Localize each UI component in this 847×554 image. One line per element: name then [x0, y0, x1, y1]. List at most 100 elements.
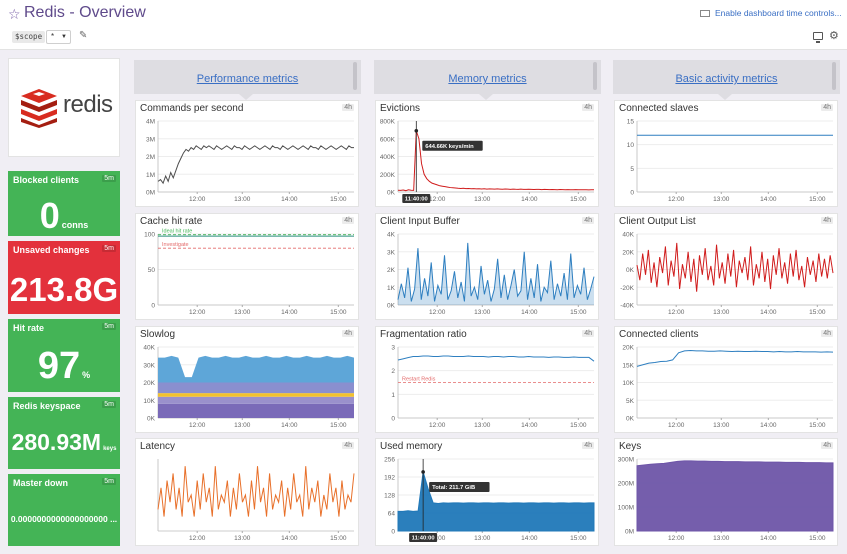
scope-select[interactable]: * ▼: [46, 30, 71, 44]
stat-blocked-clients[interactable]: Blocked clients 5m 0 conns: [8, 171, 120, 236]
y-tick-label: 0M: [146, 190, 155, 197]
chart-svg: 4M 3M 2M 1M 0M 12:00 13:00 14:00 15:00: [146, 119, 354, 203]
dashboard-header: ☆ Redis - Overview Enable dashboard time…: [0, 0, 847, 50]
widget-used-memory[interactable]: Used memory 4h 256 192 128 64 0 12:00 13:00 14:…: [375, 438, 599, 546]
y-tick-label: 10: [627, 142, 635, 149]
section-note-performance: Performance metrics: [134, 60, 361, 100]
x-tick-label: 15:00: [330, 422, 347, 429]
widget-title: Slowlog: [140, 329, 176, 340]
y-tick-label: 20K: [143, 380, 155, 387]
x-tick-label: 13:00: [234, 535, 251, 542]
section-link-activity[interactable]: Basic activity metrics: [675, 73, 778, 85]
y-tick-label: 1: [391, 392, 395, 399]
widget-connected-clients[interactable]: Connected clients 4h 20K 15K 10K 5K 0K 12:00 1…: [614, 326, 838, 433]
chart-svg: 300M 200M 100M 0M 12:00 13:00 14:00 15:00: [618, 457, 834, 542]
y-tick-label: 0K: [387, 190, 396, 197]
x-tick-label: 15:00: [570, 422, 587, 429]
stack-band: [158, 355, 354, 383]
favorite-star-icon[interactable]: ☆: [8, 6, 21, 22]
stat-value: 97%: [37, 345, 91, 387]
series-line: [397, 130, 595, 192]
stat-master-down[interactable]: Master down 5m 0.0000000000000000000 ...: [8, 474, 120, 546]
widget-client-output-list[interactable]: Client Output List 4h 40K 20K 0K -20K -40K 12…: [614, 213, 838, 320]
stat-redis-keyspace[interactable]: Redis keyspace 5m 280.93M keys: [8, 397, 120, 469]
tooltip-box: [429, 481, 490, 492]
time-flag-label: 11:40:00: [412, 536, 435, 542]
stat-unsaved-changes[interactable]: Unsaved changes 5m 213.8G: [8, 241, 120, 314]
widget-cache-hit-rate[interactable]: Cache hit rate 4h 100 50 0 12:00 13:00 14:00 1…: [135, 213, 359, 320]
stack-band: [158, 393, 354, 397]
threshold-label: Restart Redis: [402, 377, 436, 383]
edit-pencil-icon[interactable]: ✎: [79, 30, 88, 41]
stat-value: 0.0000000000000000000 ...: [10, 514, 118, 524]
x-tick-label: 14:00: [521, 309, 538, 316]
y-tick-label: 2K: [387, 267, 396, 274]
x-tick-label: 12:00: [189, 309, 206, 316]
widget-timeframe-badge: 4h: [582, 104, 594, 111]
y-tick-label: 0M: [625, 529, 634, 536]
widget-timeframe-badge: 4h: [342, 330, 354, 337]
settings-gear-icon[interactable]: ⚙: [829, 30, 839, 42]
x-tick-label: 12:00: [189, 535, 206, 542]
y-tick-label: 2: [391, 368, 395, 375]
y-tick-label: 4M: [146, 119, 155, 126]
widget-commands-per-second[interactable]: Commands per second 4h 4M 3M 2M 1M 0M 12:00 13…: [135, 100, 359, 207]
x-tick-label: 13:00: [474, 309, 491, 316]
widget-title: Used memory: [380, 441, 443, 452]
stat-timeframe-badge: 5m: [102, 245, 116, 252]
section-link-performance[interactable]: Performance metrics: [196, 73, 299, 85]
x-tick-label: 12:00: [429, 309, 446, 316]
stat-timeframe-badge: 5m: [102, 175, 116, 182]
y-tick-label: 600K: [380, 136, 396, 143]
y-tick-label: 0: [391, 416, 395, 423]
y-tick-label: 300M: [618, 457, 634, 464]
widget-slowlog[interactable]: Slowlog 4h 40K 30K 20K 10K 0K 12:00 13:00 14:00…: [135, 326, 359, 433]
section-link-memory[interactable]: Memory metrics: [448, 73, 527, 85]
time-controls-link[interactable]: Enable dashboard time controls...: [715, 8, 842, 18]
series-line: [636, 350, 834, 367]
y-tick-label: 0: [151, 303, 155, 310]
x-tick-label: 15:00: [809, 196, 826, 203]
widget-title: Client Output List: [619, 216, 696, 227]
widget-title: Client Input Buffer: [380, 216, 460, 227]
tooltip-box: [422, 140, 483, 151]
widget-keys[interactable]: Keys 4h 300M 200M 100M 0M 12:00 13:00 14:00 15:…: [614, 438, 838, 546]
x-tick-label: 14:00: [521, 422, 538, 429]
widget-evictions[interactable]: Evictions 4h 800K 600K 400K 200K 0K 12:00 13:0…: [375, 100, 599, 207]
stat-timeframe-badge: 5m: [102, 401, 116, 408]
x-tick-label: 14:00: [281, 422, 298, 429]
scrollbar[interactable]: [832, 62, 836, 90]
widget-title: Fragmentation ratio: [380, 329, 467, 340]
stack-band: [158, 396, 354, 404]
widget-title: Connected slaves: [619, 103, 699, 114]
y-tick-label: 0K: [387, 303, 396, 310]
stat-timeframe-badge: 5m: [102, 478, 116, 485]
chart-svg: 100 50 0 12:00 13:00 14:00 15:00 Ideal hit rate…: [144, 229, 354, 316]
chart-svg: 800K 600K 400K 200K 0K 12:00 13:00 14:00 15:00 64…: [380, 119, 595, 203]
y-tick-label: 0K: [626, 267, 635, 274]
widget-timeframe-badge: 4h: [821, 104, 833, 111]
y-tick-label: 3M: [146, 136, 155, 143]
scrollbar[interactable]: [353, 62, 357, 90]
widget-latency[interactable]: Latency 4h 12:00 13:00 14:00 15:00: [135, 438, 359, 546]
y-tick-label: 400K: [380, 154, 396, 161]
widget-fragmentation-ratio[interactable]: Fragmentation ratio 4h 3 2 1 0 12:00 13:00 14:…: [375, 326, 599, 433]
x-tick-label: 13:00: [234, 309, 251, 316]
widget-timeframe-badge: 4h: [821, 330, 833, 337]
tv-mode-icon[interactable]: [813, 32, 823, 43]
page-title: Redis - Overview: [24, 4, 146, 21]
y-tick-label: 0: [630, 190, 634, 197]
widget-timeframe-badge: 4h: [582, 217, 594, 224]
x-tick-label: 13:00: [474, 535, 491, 542]
y-tick-label: 0K: [626, 416, 635, 423]
stat-hit-rate[interactable]: Hit rate 5m 97%: [8, 319, 120, 392]
widget-connected-slaves[interactable]: Connected slaves 4h 15 10 5 0 12:00 13:00 14:0…: [614, 100, 838, 207]
widget-client-input-buffer[interactable]: Client Input Buffer 4h 4K 3K 2K 1K 0K 12:00 13…: [375, 213, 599, 320]
y-tick-label: 10K: [622, 380, 634, 387]
x-tick-label: 13:00: [713, 422, 730, 429]
stat-title: Redis keyspace: [13, 401, 81, 411]
scrollbar[interactable]: [593, 62, 597, 90]
stat-value: 0 conns: [39, 195, 89, 236]
x-tick-label: 15:00: [570, 309, 587, 316]
x-tick-label: 13:00: [234, 422, 251, 429]
